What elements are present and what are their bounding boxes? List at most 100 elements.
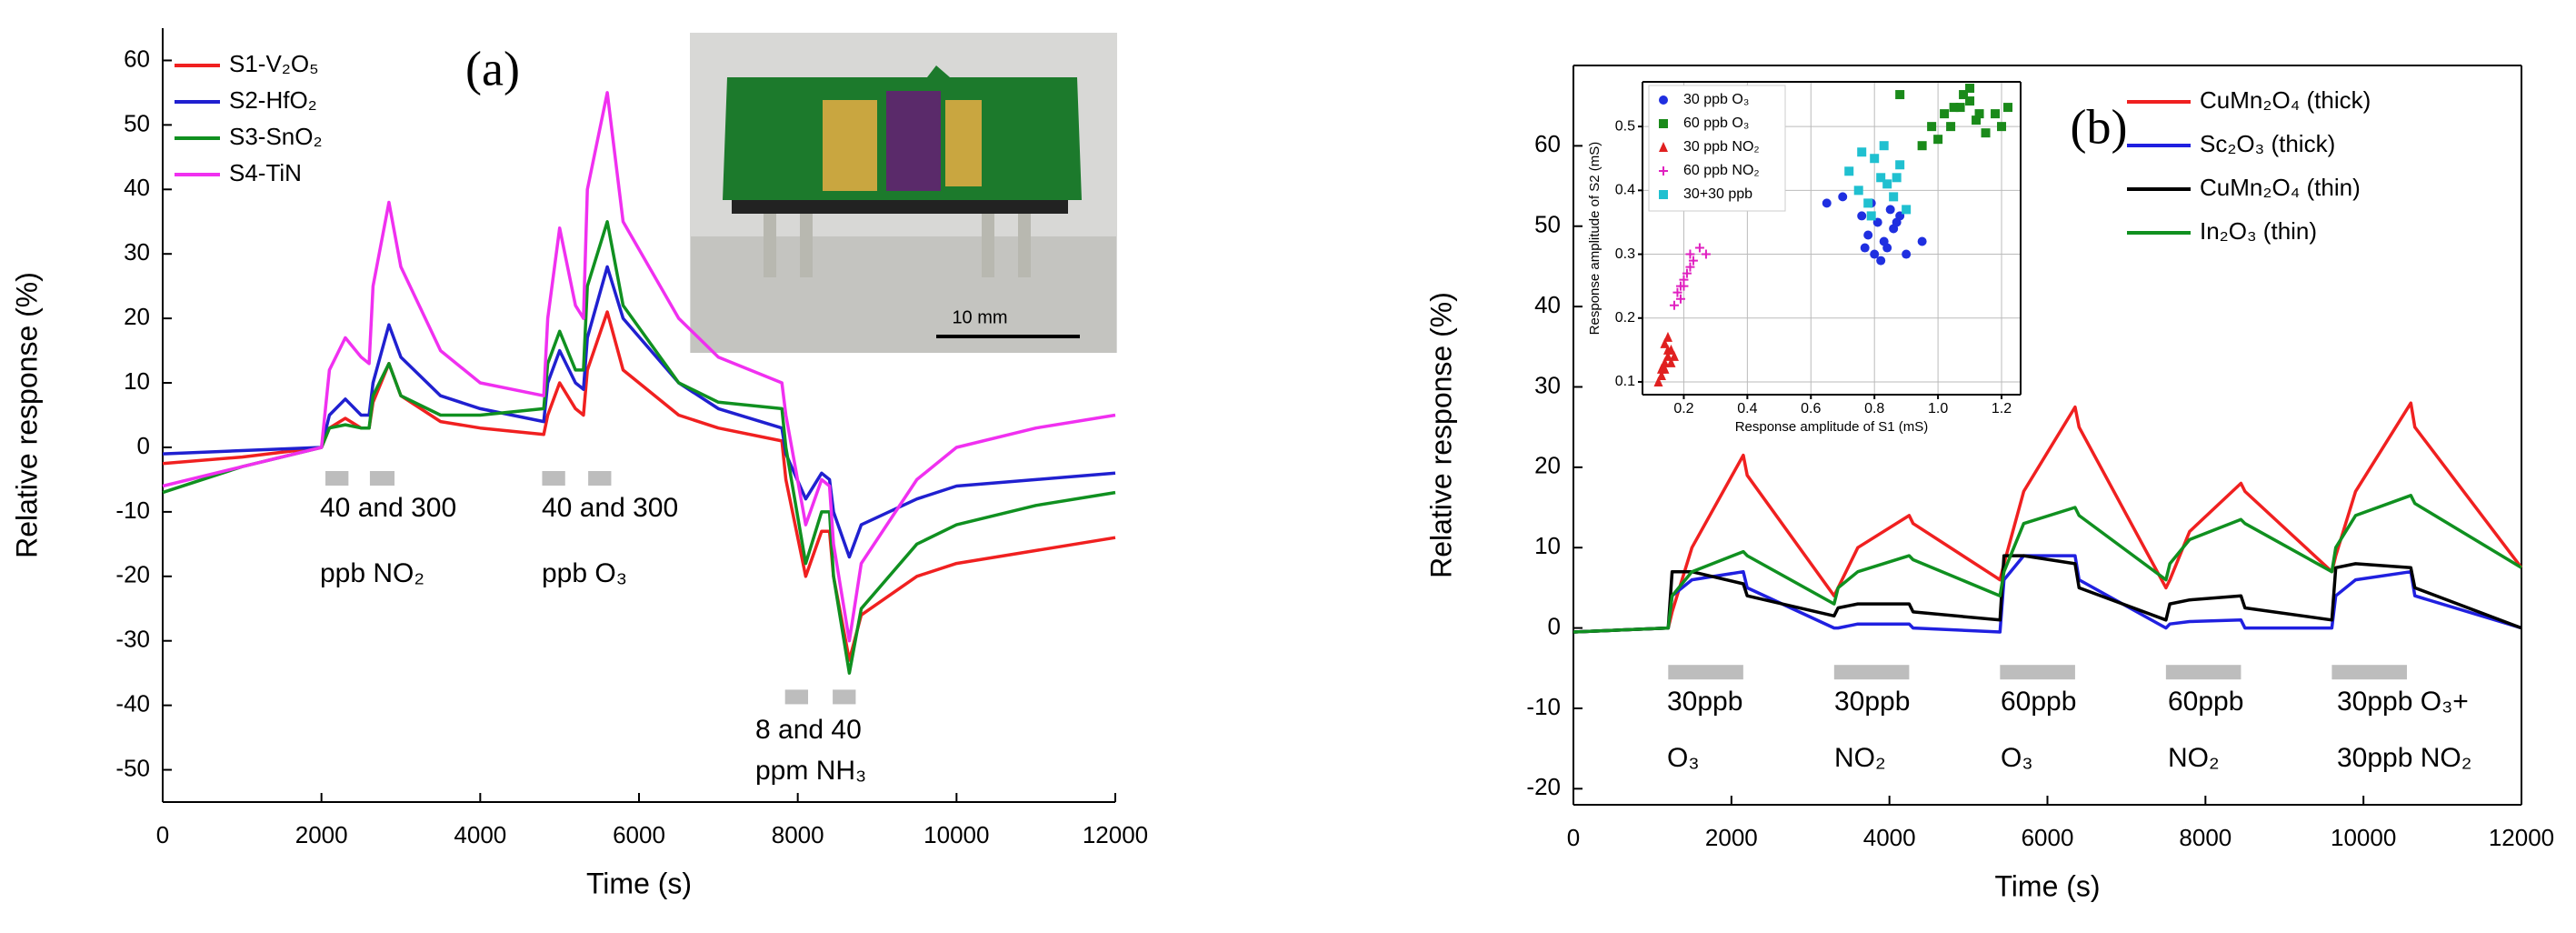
y-tick-label: 50 (124, 109, 150, 136)
legend-marker (1659, 142, 1668, 152)
y-tick-label: 10 (124, 367, 150, 395)
y-tick-label: 20 (1534, 452, 1561, 479)
scatter-point (1972, 115, 1982, 125)
line-chart: -20 -10 0 10 20 30 40 50 60 0 2000 4000 6000 8000 1000… (1424, 65, 2554, 902)
y-tick-label: 40 (1534, 291, 1561, 318)
annotation: O₃ (1667, 743, 1700, 773)
y-tick-label: -40 (115, 690, 150, 717)
x-tick-label: 1.2 (1992, 401, 2012, 416)
scatter-point (1844, 166, 1854, 176)
scatter-point (2003, 103, 2013, 113)
y-tick-label: 0.3 (1615, 246, 1635, 262)
x-tick-label: 6000 (2022, 824, 2074, 851)
scatter-point (1675, 294, 1685, 304)
x-tick-label: 2000 (295, 821, 348, 848)
scatter-point (1879, 236, 1889, 246)
y-tick-label: -10 (115, 497, 150, 524)
series-line (1573, 554, 2522, 634)
annotation: ppm NH₃ (755, 756, 866, 786)
scatter-point (1669, 300, 1679, 310)
exposure-bar (542, 470, 565, 486)
scatter-point (1822, 198, 1832, 208)
annotation: 60ppb (2001, 687, 2076, 717)
x-tick-label: 0.8 (1864, 401, 1884, 416)
legend-label: S3-SnO₂ (229, 123, 323, 150)
scatter-point (1660, 337, 1670, 348)
exposure-bar (1668, 665, 1743, 680)
legend-label: S4-TiN (229, 159, 302, 186)
y-axis-title: Response amplitude of S2 (mS) (1587, 142, 1603, 336)
panel-label: (b) (2071, 99, 2128, 154)
scatter-point (1892, 173, 1902, 183)
series-line (162, 91, 1116, 643)
legend-label: 60 ppb O₃ (1683, 115, 1749, 131)
scatter-point (1949, 103, 1959, 113)
exposure-bar (833, 689, 856, 705)
annotation: 40 and 300 (542, 493, 678, 523)
scatter-point (1857, 211, 1867, 221)
scatter-point (1895, 160, 1905, 170)
photo-pin (982, 196, 994, 277)
x-tick-label: 0 (1567, 824, 1580, 851)
scatter-point (1866, 211, 1876, 221)
scatter-point (1662, 331, 1672, 342)
annotation: ppb O₃ (542, 558, 627, 588)
series-line (162, 220, 1116, 675)
scatter-point (1940, 109, 1950, 119)
legend-marker (1659, 190, 1668, 199)
scatter-point (1917, 141, 1927, 151)
scatter-point (1917, 236, 1927, 246)
photo-pin (764, 196, 776, 277)
y-tick-label: 20 (124, 303, 150, 330)
annotation: 8 and 40 (755, 715, 862, 745)
scatter-point (1889, 192, 1899, 202)
photo-table (691, 236, 1116, 353)
y-tick-label: 0 (137, 432, 150, 459)
exposure-bar (1833, 665, 1910, 680)
scatter-point (1860, 243, 1870, 253)
legend-label: S2-HfO₂ (229, 86, 317, 114)
legend-label: CuMn₂O₄ (thin) (2200, 174, 2361, 201)
series-line (1573, 494, 2522, 634)
scatter-point (1672, 287, 1682, 297)
y-tick-label: -20 (1526, 773, 1561, 800)
annotation: 30ppb O₃+ (2337, 687, 2469, 717)
y-tick-label: -30 (115, 626, 150, 653)
x-tick-label: 4000 (1863, 824, 1916, 851)
exposure-bar (2000, 665, 2075, 680)
y-tick-label: 50 (1534, 211, 1561, 238)
legend-label: 60 ppb NO₂ (1683, 163, 1760, 178)
scatter-point (1965, 96, 1975, 106)
annotation: O₃ (2001, 743, 2033, 773)
exposure-bar (2165, 665, 2242, 680)
scatter-point (1701, 249, 1711, 259)
scatter-point (1981, 128, 1991, 138)
y-tick-label: 0.2 (1615, 310, 1635, 326)
scatter-point (1662, 350, 1672, 361)
x-tick-label: 10000 (924, 821, 989, 848)
scatter-point (1838, 192, 1848, 202)
legend-label: 30+30 ppb (1683, 186, 1752, 202)
x-tick-label: 2000 (1705, 824, 1758, 851)
y-tick-label: -10 (1526, 693, 1561, 720)
y-tick-label: 60 (124, 45, 150, 72)
y-tick-label: 30 (124, 238, 150, 266)
scatter-point (1965, 84, 1975, 94)
scatter-point (1682, 268, 1692, 278)
exposure-bar (784, 689, 809, 705)
scatter-point (1685, 262, 1695, 272)
scatter-point (1974, 109, 1984, 119)
scatter-point (1933, 135, 1943, 145)
scatter-point (1662, 344, 1672, 355)
scale-bar (936, 335, 1080, 338)
legend-label: In₂O₃ (thin) (2200, 217, 2317, 245)
scatter-point (1669, 350, 1679, 361)
x-tick-label: 0.4 (1737, 401, 1757, 416)
photo-pin (1018, 196, 1031, 277)
annotation: 30ppb (1834, 687, 1910, 717)
scatter-point (1959, 90, 1969, 100)
scatter-point (1857, 147, 1867, 157)
photo-pads (945, 100, 982, 186)
x-tick-label: 8000 (2179, 824, 2232, 851)
